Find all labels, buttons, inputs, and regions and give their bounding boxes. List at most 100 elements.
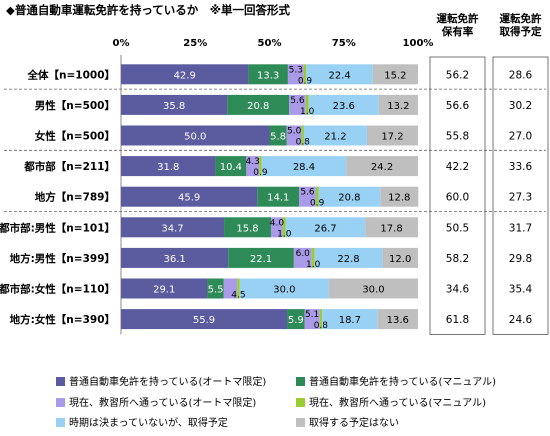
data-label: 31.8 [157, 162, 179, 173]
data-label: 6.0 [296, 249, 311, 259]
bar-segment [285, 217, 366, 238]
category-label: 都市部【n=211】 [23, 160, 115, 173]
data-label: 22.8 [337, 254, 359, 265]
side-column-value: 35.4 [509, 284, 533, 296]
data-label: 55.9 [193, 315, 215, 326]
data-label: 50.0 [184, 132, 206, 143]
side-column-value: 31.7 [509, 222, 532, 234]
legend-swatch [56, 377, 65, 386]
bar-segment [282, 217, 286, 238]
bars: 42.9 13.3 5.30.9 22.4 15.235.8 20.8 5.61.0 23.6… [121, 64, 419, 331]
category-label: 地方【n=789】 [35, 191, 115, 204]
bar-segment [293, 247, 312, 268]
side-column-value: 27.0 [509, 131, 532, 143]
bar-segment [301, 125, 304, 146]
bar-segment [303, 64, 307, 85]
legend-swatch [56, 398, 65, 407]
data-label: 28.4 [293, 162, 315, 173]
side-column-header: 運転免許 [437, 12, 479, 25]
data-label: 12.0 [389, 254, 411, 265]
x-tick-label: 25% [183, 38, 207, 49]
data-label: 35.8 [163, 101, 185, 112]
bar-segment [372, 64, 418, 85]
bar-segment [228, 247, 294, 268]
x-tick-label: 100% [403, 38, 434, 49]
legend-swatch [296, 398, 305, 407]
bar-segment [121, 217, 225, 238]
data-label: 42.9 [174, 70, 196, 81]
bar-segment [382, 247, 418, 268]
bar-segment [121, 64, 249, 85]
bar-segment [319, 309, 323, 330]
bar-segment [215, 156, 247, 177]
bar-segment [346, 156, 418, 177]
side-column-value: 61.8 [446, 314, 469, 326]
legend-label: 普通自動車免許を持っている(オートマ限定) [69, 375, 266, 388]
legend-swatch [296, 377, 305, 386]
legend-label: 現在、教習所へ通っている(マニュアル) [309, 396, 486, 409]
data-label: 1.0 [300, 107, 315, 117]
data-label: 13.6 [387, 315, 409, 326]
bar-segment [121, 309, 288, 330]
data-label: 17.8 [380, 223, 402, 234]
category-label: 地方:女性【n=390】 [10, 313, 115, 326]
data-label: 0.8 [314, 321, 329, 331]
side-column-value: 56.2 [446, 69, 469, 81]
data-label: 17.2 [381, 132, 403, 143]
bar-segment [380, 186, 419, 207]
legend: 普通自動車免許を持っている(オートマ限定) 普通自動車免許を持っている(マニュアル… [56, 375, 496, 429]
x-tick-label: 50% [258, 38, 282, 49]
side-column-value: 30.2 [509, 100, 532, 112]
bar-segment [246, 156, 260, 177]
data-label: 0.9 [310, 199, 325, 209]
legend-label: 時期は決まっていないが、取得予定 [69, 416, 228, 429]
bar-segment [378, 94, 418, 115]
bar-segment [305, 94, 309, 115]
data-label: 4.3 [246, 157, 260, 167]
side-column-header: 保有率 [441, 25, 474, 38]
bar-segment [224, 217, 271, 238]
bar-segment [377, 309, 418, 330]
x-tick-label: 0% [113, 38, 130, 49]
data-label: 4.5 [231, 291, 245, 301]
bar-segment [287, 309, 305, 330]
data-label: 22.1 [250, 254, 272, 265]
category-label: 都市部:女性【n=110】 [0, 283, 115, 296]
side-column-value: 24.6 [509, 314, 533, 326]
bar-segment [248, 64, 288, 85]
bar-segment [261, 156, 347, 177]
bar-segment [303, 125, 367, 146]
data-label: 13.3 [257, 70, 279, 81]
legend-label: 普通自動車免許を持っている(マニュアル) [309, 375, 496, 388]
bar-segment [237, 278, 240, 299]
bar-segment [287, 64, 304, 85]
bar-segment [121, 278, 208, 299]
legend-label: 現在、教習所へ通っている(オートマ限定) [69, 396, 256, 409]
category-label: 全体【n=1000】 [27, 68, 116, 81]
bar-segment [121, 125, 270, 146]
bar-segment [121, 156, 216, 177]
side-column-value: 50.5 [446, 222, 469, 234]
data-label: 5.8 [270, 132, 286, 143]
data-label: 0.8 [296, 138, 311, 148]
bar-segment [259, 156, 262, 177]
bar-segment [227, 94, 290, 115]
data-label: 14.1 [267, 193, 289, 204]
data-label: 20.8 [247, 101, 269, 112]
data-label: 22.4 [328, 70, 350, 81]
bar-segment [308, 94, 379, 115]
data-label: 21.2 [324, 132, 346, 143]
category-label: 都市部:男性【n=101】 [0, 221, 115, 234]
bar-segment [328, 278, 418, 299]
bar-segment [269, 125, 287, 146]
bar-segment [306, 64, 373, 85]
bar-segment [299, 186, 316, 207]
bar-segment [286, 125, 302, 146]
side-column-value: 55.8 [446, 131, 469, 143]
chart-title: ◆普通自動車運転免許を持っているか ※単一回答形式 [6, 3, 290, 17]
side-column-value: 29.8 [509, 253, 532, 265]
data-label: 1.0 [306, 260, 321, 270]
data-label: 45.9 [178, 193, 200, 204]
data-label: 12.8 [388, 193, 410, 204]
